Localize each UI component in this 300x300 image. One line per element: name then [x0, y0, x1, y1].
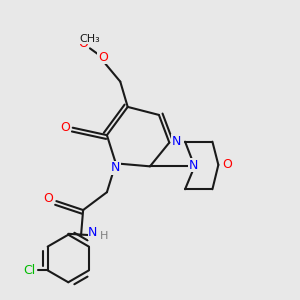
Text: O: O: [222, 158, 232, 171]
Text: Cl: Cl: [24, 264, 36, 277]
Text: N: N: [172, 135, 182, 148]
Text: O: O: [98, 51, 108, 64]
Text: O: O: [78, 37, 88, 50]
Text: N: N: [110, 161, 120, 174]
Text: N: N: [88, 226, 98, 239]
Text: CH₃: CH₃: [80, 34, 100, 44]
Text: H: H: [100, 232, 108, 242]
Text: O: O: [43, 192, 53, 205]
Text: O: O: [60, 121, 70, 134]
Text: N: N: [188, 159, 198, 172]
